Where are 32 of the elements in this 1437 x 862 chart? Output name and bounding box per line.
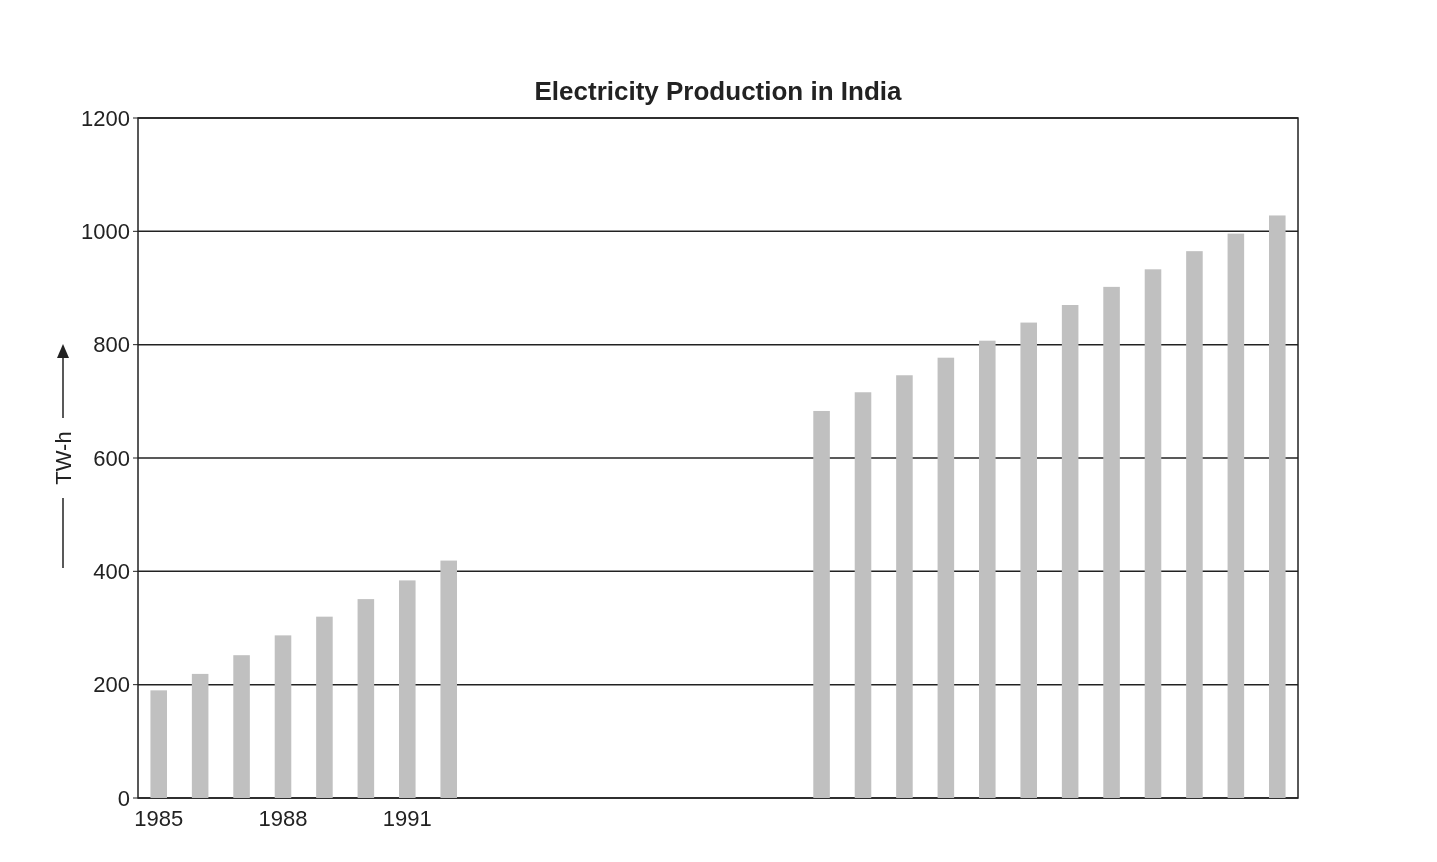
bar <box>1186 251 1203 798</box>
bar <box>1061 305 1079 798</box>
y-tick-label: 800 <box>93 332 130 358</box>
bar <box>233 655 250 798</box>
x-tick-label: 1985 <box>134 806 184 831</box>
bar <box>357 599 375 798</box>
bar <box>1144 269 1162 798</box>
y-tick-label: 200 <box>93 672 130 698</box>
bar <box>813 410 830 798</box>
bar <box>937 357 955 798</box>
y-tick-label: 1200 <box>81 105 130 131</box>
bar <box>854 392 872 798</box>
y-tick-label: 0 <box>117 785 130 811</box>
x-tick-label: 1991 <box>382 806 432 831</box>
y-axis-title: TW-h <box>50 431 76 485</box>
chart-title: Electricity Production in India <box>534 76 903 106</box>
bar <box>399 580 416 798</box>
y-tick-label: 600 <box>93 445 130 471</box>
bar <box>440 560 457 798</box>
bar <box>191 673 209 798</box>
x-tick-label: 1988 <box>258 806 308 831</box>
y-tick-label: 400 <box>93 559 130 585</box>
y-tick-label: 1000 <box>81 219 130 245</box>
bar <box>274 635 292 798</box>
bar <box>316 616 333 798</box>
bar <box>1103 286 1120 798</box>
bar <box>1269 215 1286 798</box>
bar <box>1227 233 1245 798</box>
bar <box>1020 322 1037 798</box>
bar <box>896 375 913 798</box>
bar <box>150 690 167 798</box>
bar <box>979 340 996 798</box>
